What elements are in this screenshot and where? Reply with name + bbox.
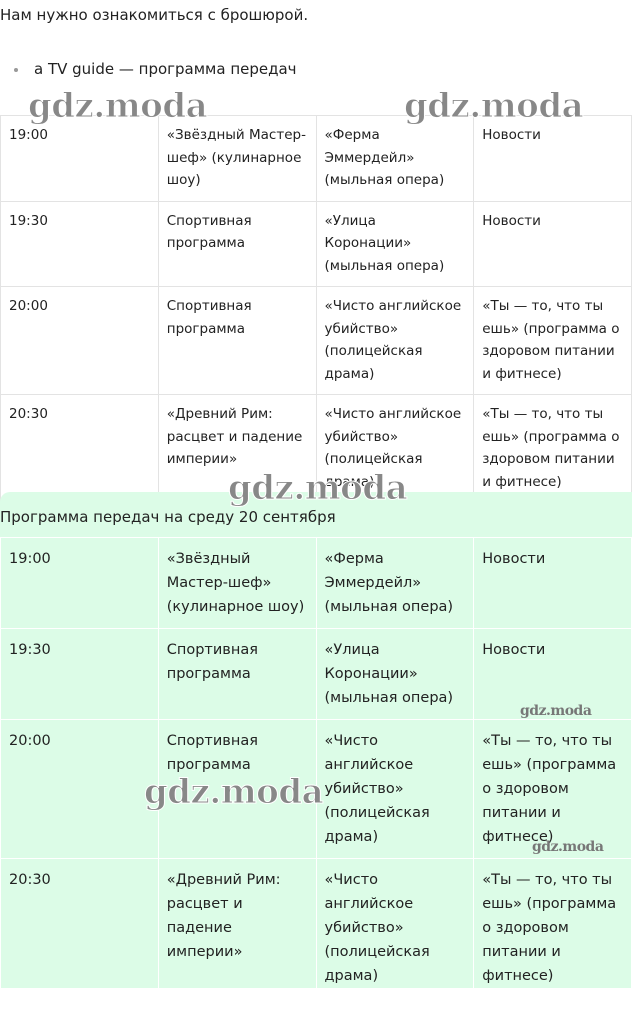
table-cell: 20:30 (0, 394, 159, 503)
schedule-table: 19:00 «Звёздный Мастер-шеф» (кулинарное ш… (0, 115, 632, 503)
table-cell: «Ты — то, что ты ешь» (программа о здоро… (473, 286, 632, 395)
table-cell: 19:30 (0, 200, 159, 287)
table-cell: «Чисто английское убийство» (полицейская… (315, 394, 475, 503)
table-cell: «Чисто английское убийство» (полицейская… (315, 719, 475, 859)
intro-text: Нам нужно ознакомиться с брошюрой. (0, 6, 309, 24)
table-cell: «Ферма Эммердейл» (мыльная опера) (315, 537, 475, 629)
table-cell: «Звёздный Мастер-шеф» (кулинарное шоу) (157, 537, 317, 629)
table-cell: «Чисто английское убийство» (полицейская… (315, 286, 475, 395)
table-cell: 19:30 (0, 628, 159, 720)
table-row: 20:00 Спортивная программа «Чисто английск… (0, 286, 632, 395)
table-cell: Новости (473, 115, 632, 202)
table-row: 19:00 «Звёздный Мастер-шеф» (кулинарное ш… (0, 115, 632, 202)
table-cell: «Ты — то, что ты ешь» (программа о здоро… (473, 719, 632, 859)
table-row: 20:30 «Древний Рим: расцвет и падение имп… (0, 858, 632, 998)
table-cell: Новости (473, 200, 632, 287)
table-cell: «Чисто английское убийство» (полицейская… (315, 858, 475, 998)
table-cell: «Древний Рим: расцвет и падение империи» (157, 858, 317, 998)
table-cell: «Ты — то, что ты ешь» (программа о здоро… (473, 394, 632, 503)
table-cell: Спортивная программа (157, 200, 317, 287)
table-cell: 20:00 (0, 286, 159, 395)
answer-heading: Программа передач на среду 20 сентября (0, 508, 336, 526)
table-cell: «Ферма Эммердейл» (мыльная опера) (315, 115, 475, 202)
schedule-table: 19:00 «Звёздный Мастер-шеф» (кулинарное ш… (0, 537, 632, 998)
table-cell: 19:00 (0, 537, 159, 629)
table-cell: 20:30 (0, 858, 159, 998)
table-cell: Новости (473, 537, 632, 629)
table-cell: Спортивная программа (157, 628, 317, 720)
watermark: gdz.moda (520, 703, 592, 719)
table-row: 20:30 «Древний Рим: расцвет и падение имп… (0, 394, 632, 503)
table-cell: «Улица Коронации» (мыльная опера) (315, 200, 475, 287)
table-cell: Спортивная программа (157, 719, 317, 859)
table-row: 20:00 Спортивная программа «Чисто английск… (0, 719, 632, 859)
table-cell: 19:00 (0, 115, 159, 202)
bullet-text: a TV guide — программа передач (34, 60, 297, 78)
watermark: gdz.moda (143, 772, 324, 813)
watermark: gdz.moda (227, 468, 408, 509)
table-row: 19:00 «Звёздный Мастер-шеф» (кулинарное ш… (0, 537, 632, 629)
watermark: gdz.moda (403, 86, 584, 127)
table-cell: «Звёздный Мастер-шеф» (кулинарное шоу) (157, 115, 317, 202)
watermark: gdz.moda (532, 839, 604, 855)
table-cell: 20:00 (0, 719, 159, 859)
table-row: 19:30 Спортивная программа «Улица Коронаци… (0, 628, 632, 720)
table-row: 19:30 Спортивная программа «Улица Коронаци… (0, 200, 632, 287)
bullet-item: a TV guide — программа передач (14, 60, 297, 78)
table-cell: «Улица Коронации» (мыльная опера) (315, 628, 475, 720)
watermark: gdz.moda (27, 86, 208, 127)
table-cell: «Древний Рим: расцвет и падение империи» (157, 394, 317, 503)
table-cell: Спортивная программа (157, 286, 317, 395)
table-cell: «Ты — то, что ты ешь» (программа о здоро… (473, 858, 632, 998)
